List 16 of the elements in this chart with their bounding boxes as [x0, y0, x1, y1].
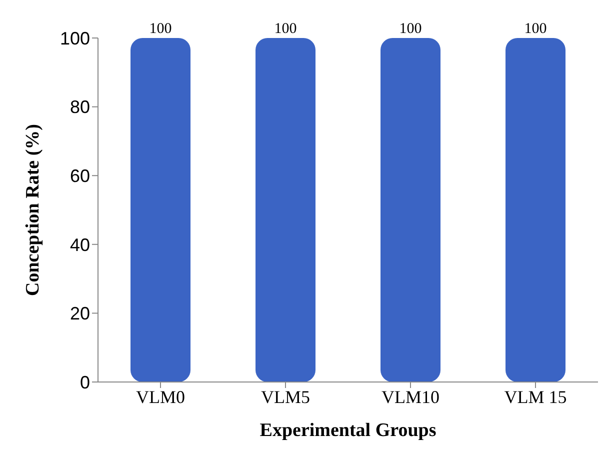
y-tick-label: 100 [60, 28, 90, 48]
data-label: 100 [149, 21, 172, 37]
y-tick-label: 60 [70, 166, 90, 186]
x-axis-title: Experimental Groups [260, 420, 436, 441]
x-tick-label: VLM5 [261, 386, 310, 407]
y-tick-label: 0 [80, 372, 90, 392]
x-tick-label: VLM10 [382, 386, 440, 407]
data-label: 100 [274, 21, 297, 37]
x-tick-label: VLM 15 [504, 386, 567, 407]
data-label: 100 [399, 21, 422, 37]
y-tick-label: 80 [70, 97, 90, 118]
data-label: 100 [524, 21, 547, 37]
y-tick-label: 40 [70, 234, 90, 255]
y-tick-label: 20 [70, 304, 90, 324]
x-tick-label: VLM0 [136, 386, 185, 407]
y-axis-title: Conception Rate (%) [22, 124, 44, 296]
